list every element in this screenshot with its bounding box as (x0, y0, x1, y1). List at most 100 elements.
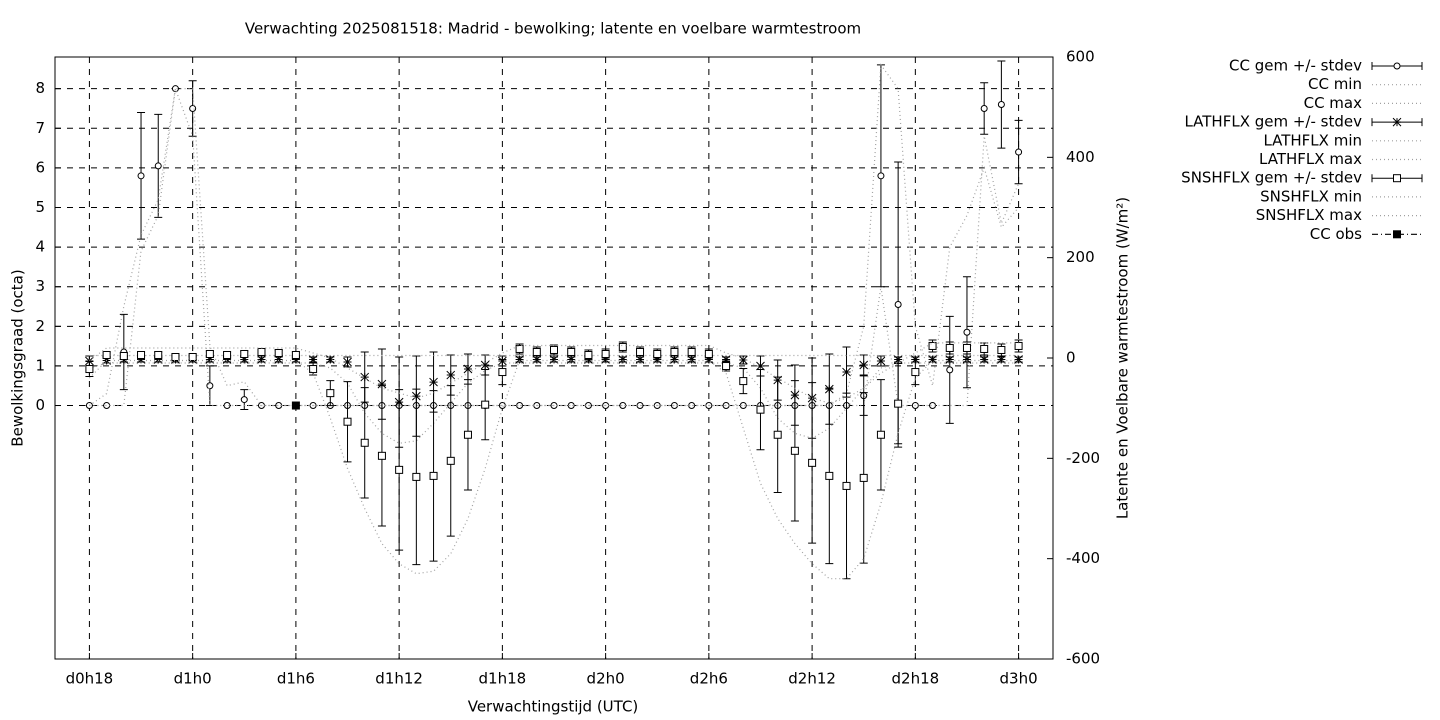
data-point (360, 438, 369, 447)
data-point (773, 430, 782, 439)
data-point (309, 365, 318, 374)
legend-label: LATHFLX max (1259, 150, 1362, 168)
data-point (463, 364, 473, 374)
data-point (928, 341, 937, 350)
data-point (532, 355, 542, 364)
data-point (549, 355, 559, 364)
data-point (859, 360, 869, 370)
legend-label: CC gem +/- stdev (1229, 57, 1362, 75)
y2-tick-label: 600 (1066, 48, 1095, 66)
series-line (88, 359, 1019, 580)
y-tick-label: 6 (35, 158, 45, 176)
data-point (360, 372, 370, 382)
data-point (377, 451, 386, 460)
data-point (980, 344, 989, 353)
y-tick-label: 8 (35, 79, 45, 97)
data-point (962, 355, 972, 364)
legend-label: CC obs (1310, 225, 1362, 243)
data-point (412, 472, 421, 481)
y-axis-label: Bewolkingsgraad (octa) (9, 269, 27, 446)
data-point (498, 368, 507, 377)
series-line (89, 63, 1020, 407)
data-point (876, 430, 885, 439)
data-point (257, 347, 266, 356)
data-point (566, 355, 576, 364)
data-point (136, 355, 146, 364)
data-point (808, 458, 817, 467)
y-tick-label: 0 (35, 396, 45, 414)
data-point (997, 355, 1006, 364)
data-point (1014, 355, 1023, 364)
data-point (601, 349, 610, 358)
data-point (480, 360, 490, 370)
data-point (154, 162, 162, 170)
y-tick-label: 2 (35, 317, 45, 335)
data-point (670, 347, 679, 356)
data-point (859, 473, 868, 482)
data-point (188, 352, 197, 361)
data-point (205, 355, 215, 364)
legend-label: LATHFLX min (1263, 131, 1362, 149)
legend-marker (1392, 117, 1402, 127)
y2-tick-label: -400 (1066, 549, 1100, 567)
series-line (89, 342, 1019, 404)
data-point (515, 355, 524, 364)
data-point (790, 446, 799, 455)
y2-axis-label: Latente en Voelbare warmtestroom (W/m²) (1114, 197, 1132, 519)
x-tick-label: d2h12 (788, 670, 836, 688)
data-point (756, 405, 765, 414)
data-point (842, 367, 851, 377)
legend-label: SNSHFLX min (1260, 187, 1362, 205)
data-point (721, 355, 731, 364)
legend-marker (1393, 230, 1401, 239)
data-point (85, 365, 94, 374)
data-point (274, 355, 284, 364)
y2-tick-label: 0 (1066, 349, 1076, 367)
data-point (395, 465, 404, 474)
data-point (446, 370, 456, 380)
data-point (481, 400, 490, 409)
y2-tick-label: 400 (1066, 148, 1095, 166)
data-point (584, 350, 593, 359)
y-tick-label: 7 (35, 119, 45, 137)
series-line (89, 88, 1020, 407)
x-tick-label: d3h0 (1000, 670, 1038, 688)
data-point (137, 350, 146, 359)
data-point (722, 362, 731, 371)
data-point (670, 355, 679, 364)
legend-label: SNSHFLX max (1256, 206, 1362, 224)
data-point (963, 328, 971, 336)
data-point (704, 349, 713, 358)
data-point (652, 355, 662, 364)
data-point (240, 396, 248, 404)
data-point (997, 101, 1005, 109)
y-tick-label: 1 (35, 356, 45, 374)
data-point (222, 355, 232, 364)
data-point (635, 355, 645, 364)
legend-marker (1393, 174, 1401, 183)
data-point (446, 456, 455, 465)
x-tick-label: d2h0 (587, 670, 625, 688)
data-point (704, 355, 714, 364)
data-point (137, 172, 145, 180)
data-point (997, 345, 1006, 354)
data-point (429, 377, 438, 387)
x-tick-label: d1h18 (479, 670, 527, 688)
x-tick-label: d2h18 (892, 670, 940, 688)
x-tick-label: d1h6 (277, 670, 315, 688)
series-line (89, 362, 1019, 444)
data-point (257, 355, 266, 364)
data-point (739, 377, 748, 386)
x-tick-label: d2h6 (690, 670, 728, 688)
data-point (463, 430, 472, 439)
data-point (240, 349, 249, 358)
data-point (515, 344, 524, 353)
data-point (1015, 148, 1023, 156)
data-point (550, 345, 558, 354)
data-point (601, 355, 610, 364)
data-point (154, 350, 163, 359)
legend-label: CC max (1304, 94, 1363, 112)
data-point (291, 355, 301, 364)
y-tick-label: 4 (35, 238, 45, 256)
data-point (980, 104, 988, 112)
